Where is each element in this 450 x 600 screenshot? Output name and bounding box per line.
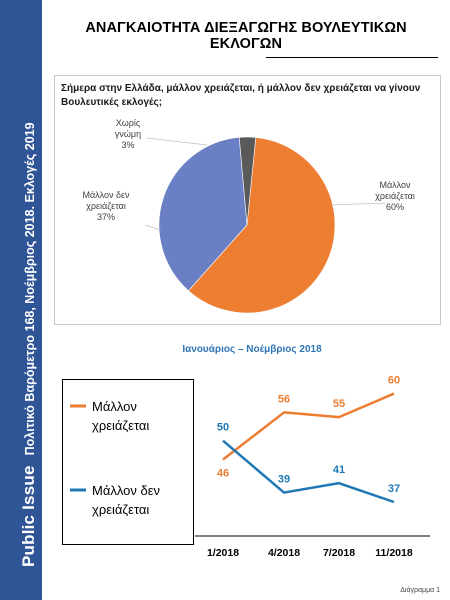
x-tick-label: 1/2018: [207, 547, 239, 559]
data-label: 60: [388, 375, 400, 387]
pie-slice-value: 60%: [386, 202, 404, 212]
pie-slice-value: 37%: [97, 212, 115, 222]
survey-question: Σήμερα στην Ελλάδα, μάλλον χρειάζεται, ή…: [61, 83, 421, 108]
pie-leader-line: [144, 224, 161, 231]
pie-leader-line: [330, 202, 386, 206]
data-label: 56: [278, 393, 290, 405]
x-tick-label: 11/2018: [375, 547, 413, 559]
data-label: 46: [217, 468, 229, 480]
pie-slice: [188, 137, 336, 314]
legend-label: χρειάζεται: [92, 502, 149, 517]
data-label: 55: [333, 398, 345, 410]
x-tick-label: 4/2018: [268, 547, 300, 559]
x-tick-label: 7/2018: [323, 547, 355, 559]
data-label: 39: [278, 474, 290, 486]
pie-slice-label: χρειάζεται: [375, 191, 415, 201]
page-title: ΑΝΑΓΚΑΙΟΤΗΤΑ ΔΙΕΞΑΓΩΓΗΣ ΒΟΥΛΕΥΤΙΚΩΝ ΕΚΛΟ…: [85, 20, 407, 52]
pie-slice: [158, 137, 248, 292]
pie-slice: [238, 136, 257, 226]
data-label: 41: [333, 464, 345, 476]
pie-slice-label: Χωρίς: [116, 118, 141, 128]
series-line: [222, 439, 395, 504]
pie-chart-panel: [54, 75, 441, 325]
pie-slice-label: γνώμη: [115, 129, 141, 139]
pie-slice-label: χρειάζεται: [86, 201, 126, 211]
data-label: 50: [217, 422, 229, 434]
legend-label: χρειάζεται: [92, 418, 149, 433]
line-chart-legend: [62, 379, 194, 545]
legend-label: Μάλλον: [92, 399, 137, 414]
data-label: 37: [388, 483, 400, 495]
legend-label: Μάλλον δεν: [92, 483, 160, 498]
pie-leader-line: [146, 137, 208, 146]
title-rule: [266, 57, 438, 58]
trend-period-label: Ιανουάριος – Νοέμβριος 2018: [182, 344, 322, 355]
pie-slice-value: 3%: [121, 140, 134, 150]
series-line: [222, 392, 395, 461]
sidebar: Public IssueΠολιτικό Βαρόμετρο 168, Νοέμ…: [0, 0, 42, 600]
pie-slice-label: Μάλλον δεν: [82, 190, 130, 200]
figure-number: Διάγραμμα 1: [400, 587, 440, 594]
pie-slice-label: Μάλλον: [379, 180, 411, 190]
